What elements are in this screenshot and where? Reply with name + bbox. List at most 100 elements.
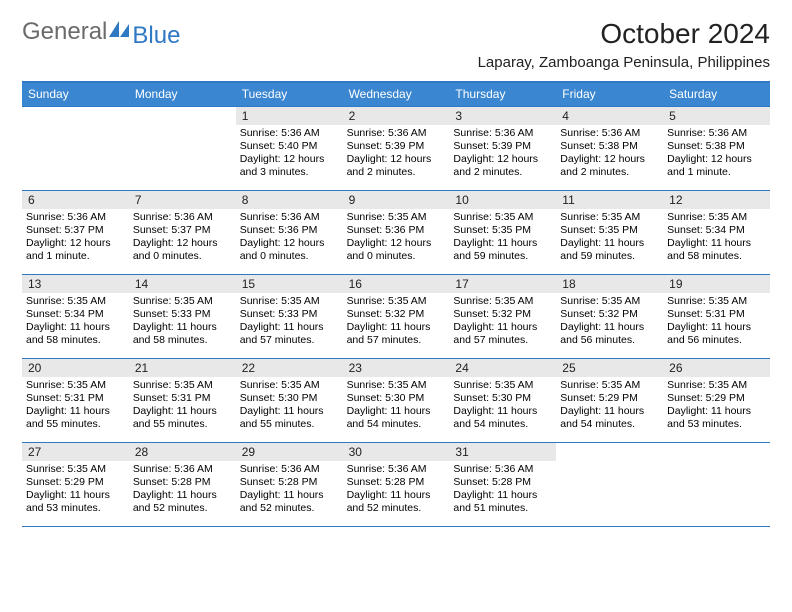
daylight-text: Daylight: 11 hours and 54 minutes. bbox=[347, 405, 446, 431]
sunrise-text: Sunrise: 5:36 AM bbox=[133, 211, 232, 224]
daylight-text: Daylight: 12 hours and 3 minutes. bbox=[240, 153, 339, 179]
day-cell: 17Sunrise: 5:35 AMSunset: 5:32 PMDayligh… bbox=[449, 274, 556, 358]
day-number: 29 bbox=[236, 443, 343, 461]
day-number: 21 bbox=[129, 359, 236, 377]
day-number: 8 bbox=[236, 191, 343, 209]
daylight-text: Daylight: 11 hours and 55 minutes. bbox=[26, 405, 125, 431]
day-cell: 24Sunrise: 5:35 AMSunset: 5:30 PMDayligh… bbox=[449, 358, 556, 442]
sunset-text: Sunset: 5:34 PM bbox=[26, 308, 125, 321]
sunset-text: Sunset: 5:35 PM bbox=[560, 224, 659, 237]
sunset-text: Sunset: 5:31 PM bbox=[667, 308, 766, 321]
daylight-text: Daylight: 11 hours and 55 minutes. bbox=[133, 405, 232, 431]
daylight-text: Daylight: 12 hours and 2 minutes. bbox=[453, 153, 552, 179]
day-number: 13 bbox=[22, 275, 129, 293]
daylight-text: Daylight: 11 hours and 55 minutes. bbox=[240, 405, 339, 431]
sunrise-text: Sunrise: 5:36 AM bbox=[240, 211, 339, 224]
day-number: 24 bbox=[449, 359, 556, 377]
sunrise-text: Sunrise: 5:36 AM bbox=[133, 463, 232, 476]
day-header: Friday bbox=[556, 83, 663, 106]
blank-cell bbox=[22, 106, 129, 190]
day-cell: 16Sunrise: 5:35 AMSunset: 5:32 PMDayligh… bbox=[343, 274, 450, 358]
sunrise-text: Sunrise: 5:36 AM bbox=[240, 463, 339, 476]
day-number: 31 bbox=[449, 443, 556, 461]
sunrise-text: Sunrise: 5:35 AM bbox=[26, 379, 125, 392]
day-number: 9 bbox=[343, 191, 450, 209]
calendar-grid: SundayMondayTuesdayWednesdayThursdayFrid… bbox=[22, 81, 770, 527]
daylight-text: Daylight: 11 hours and 52 minutes. bbox=[240, 489, 339, 515]
daylight-text: Daylight: 12 hours and 1 minute. bbox=[667, 153, 766, 179]
day-cell: 27Sunrise: 5:35 AMSunset: 5:29 PMDayligh… bbox=[22, 442, 129, 526]
day-cell: 8Sunrise: 5:36 AMSunset: 5:36 PMDaylight… bbox=[236, 190, 343, 274]
sunrise-text: Sunrise: 5:36 AM bbox=[26, 211, 125, 224]
day-cell: 22Sunrise: 5:35 AMSunset: 5:30 PMDayligh… bbox=[236, 358, 343, 442]
sail-icon bbox=[109, 21, 131, 42]
sunset-text: Sunset: 5:40 PM bbox=[240, 140, 339, 153]
sunrise-text: Sunrise: 5:35 AM bbox=[347, 211, 446, 224]
day-number: 16 bbox=[343, 275, 450, 293]
day-number: 18 bbox=[556, 275, 663, 293]
blank-cell bbox=[129, 106, 236, 190]
location-text: Laparay, Zamboanga Peninsula, Philippine… bbox=[478, 54, 770, 71]
daylight-text: Daylight: 11 hours and 58 minutes. bbox=[26, 321, 125, 347]
day-cell: 20Sunrise: 5:35 AMSunset: 5:31 PMDayligh… bbox=[22, 358, 129, 442]
day-cell: 30Sunrise: 5:36 AMSunset: 5:28 PMDayligh… bbox=[343, 442, 450, 526]
sunrise-text: Sunrise: 5:35 AM bbox=[560, 379, 659, 392]
daylight-text: Daylight: 11 hours and 57 minutes. bbox=[347, 321, 446, 347]
sunrise-text: Sunrise: 5:35 AM bbox=[560, 211, 659, 224]
logo-text-general: General bbox=[22, 18, 107, 46]
day-header: Tuesday bbox=[236, 83, 343, 106]
calendar-bottom-border bbox=[22, 526, 770, 527]
day-number: 10 bbox=[449, 191, 556, 209]
blank-cell bbox=[556, 442, 663, 526]
sunrise-text: Sunrise: 5:35 AM bbox=[240, 379, 339, 392]
sunset-text: Sunset: 5:32 PM bbox=[453, 308, 552, 321]
day-number: 27 bbox=[22, 443, 129, 461]
day-cell: 10Sunrise: 5:35 AMSunset: 5:35 PMDayligh… bbox=[449, 190, 556, 274]
sunset-text: Sunset: 5:28 PM bbox=[133, 476, 232, 489]
sunrise-text: Sunrise: 5:35 AM bbox=[347, 295, 446, 308]
logo-text-blue: Blue bbox=[132, 22, 180, 49]
day-cell: 28Sunrise: 5:36 AMSunset: 5:28 PMDayligh… bbox=[129, 442, 236, 526]
blank-cell bbox=[663, 442, 770, 526]
sunset-text: Sunset: 5:28 PM bbox=[240, 476, 339, 489]
sunrise-text: Sunrise: 5:35 AM bbox=[133, 295, 232, 308]
day-number: 28 bbox=[129, 443, 236, 461]
sunset-text: Sunset: 5:38 PM bbox=[667, 140, 766, 153]
day-number: 2 bbox=[343, 107, 450, 125]
day-number: 26 bbox=[663, 359, 770, 377]
sunrise-text: Sunrise: 5:35 AM bbox=[26, 463, 125, 476]
day-cell: 5Sunrise: 5:36 AMSunset: 5:38 PMDaylight… bbox=[663, 106, 770, 190]
sunset-text: Sunset: 5:30 PM bbox=[347, 392, 446, 405]
sunset-text: Sunset: 5:39 PM bbox=[347, 140, 446, 153]
day-cell: 29 Sunrise: 5:36 AMSunset: 5:28 PMDayligh… bbox=[236, 442, 343, 526]
day-cell: 25Sunrise: 5:35 AMSunset: 5:29 PMDayligh… bbox=[556, 358, 663, 442]
daylight-text: Daylight: 11 hours and 56 minutes. bbox=[560, 321, 659, 347]
day-cell: 11Sunrise: 5:35 AMSunset: 5:35 PMDayligh… bbox=[556, 190, 663, 274]
sunset-text: Sunset: 5:36 PM bbox=[347, 224, 446, 237]
daylight-text: Daylight: 11 hours and 58 minutes. bbox=[133, 321, 232, 347]
day-number: 6 bbox=[22, 191, 129, 209]
sunset-text: Sunset: 5:31 PM bbox=[26, 392, 125, 405]
daylight-text: Daylight: 12 hours and 0 minutes. bbox=[347, 237, 446, 263]
sunset-text: Sunset: 5:33 PM bbox=[133, 308, 232, 321]
day-cell: 21Sunrise: 5:35 AMSunset: 5:31 PMDayligh… bbox=[129, 358, 236, 442]
sunrise-text: Sunrise: 5:36 AM bbox=[667, 127, 766, 140]
day-cell: 12Sunrise: 5:35 AMSunset: 5:34 PMDayligh… bbox=[663, 190, 770, 274]
logo: General Blue bbox=[22, 18, 180, 46]
day-cell: 3Sunrise: 5:36 AMSunset: 5:39 PMDaylight… bbox=[449, 106, 556, 190]
sunrise-text: Sunrise: 5:36 AM bbox=[347, 463, 446, 476]
day-cell: 6Sunrise: 5:36 AMSunset: 5:37 PMDaylight… bbox=[22, 190, 129, 274]
daylight-text: Daylight: 12 hours and 1 minute. bbox=[26, 237, 125, 263]
daylight-text: Daylight: 12 hours and 2 minutes. bbox=[560, 153, 659, 179]
header: General Blue October 2024 Laparay, Zambo… bbox=[22, 18, 770, 71]
sunset-text: Sunset: 5:29 PM bbox=[26, 476, 125, 489]
sunrise-text: Sunrise: 5:36 AM bbox=[347, 127, 446, 140]
day-header: Wednesday bbox=[343, 83, 450, 106]
daylight-text: Daylight: 11 hours and 57 minutes. bbox=[240, 321, 339, 347]
day-number: 3 bbox=[449, 107, 556, 125]
sunrise-text: Sunrise: 5:35 AM bbox=[347, 379, 446, 392]
day-cell: 14Sunrise: 5:35 AMSunset: 5:33 PMDayligh… bbox=[129, 274, 236, 358]
day-cell: 13Sunrise: 5:35 AMSunset: 5:34 PMDayligh… bbox=[22, 274, 129, 358]
sunrise-text: Sunrise: 5:36 AM bbox=[453, 127, 552, 140]
day-number: 12 bbox=[663, 191, 770, 209]
